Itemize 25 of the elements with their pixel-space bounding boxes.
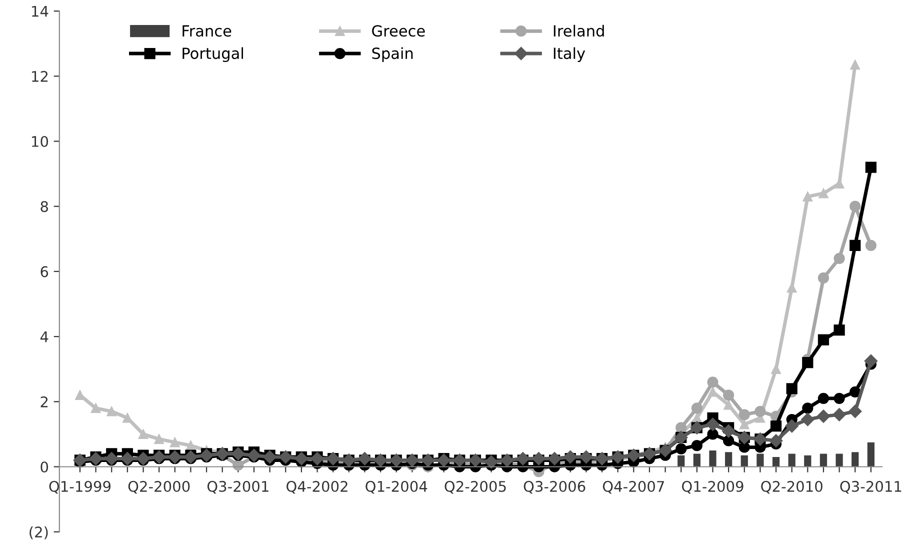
y-tick-label: 10 — [32, 136, 48, 148]
legend-label: Portugal — [182, 47, 243, 62]
y-tick-label: 8 — [40, 201, 48, 212]
x-tick-label: Q1-2004 — [366, 480, 428, 494]
legend-label: Spain — [372, 47, 413, 62]
x-tick-label: Q4-2007 — [602, 480, 664, 494]
y-tick-label: 2 — [40, 396, 48, 408]
x-tick-label: Q2-2005 — [444, 480, 506, 494]
x-tick-label: Q4-2002 — [286, 480, 348, 494]
y-tick-label: 12 — [32, 70, 48, 82]
x-tick-label: Q1-2009 — [682, 480, 744, 494]
y-tick-label: 4 — [40, 331, 48, 342]
legend-label: France — [182, 25, 232, 37]
x-tick-label: Q2-2000 — [128, 480, 190, 494]
legend-label: Ireland — [554, 24, 604, 37]
y-tick-label: 0 — [40, 461, 48, 472]
legend-label: Greece — [372, 25, 425, 37]
x-tick-label: Q3-2006 — [524, 480, 586, 494]
y-tick-label: 6 — [40, 266, 48, 278]
x-tick-label: Q3-2001 — [207, 480, 268, 494]
x-tick-label: Q3-2011 — [840, 480, 902, 494]
y-tick-label: 14 — [32, 6, 48, 17]
x-tick-label: Q2-2010 — [761, 480, 822, 494]
legend-label: Italy — [554, 47, 586, 62]
y-tick-label: (2) — [30, 526, 48, 540]
